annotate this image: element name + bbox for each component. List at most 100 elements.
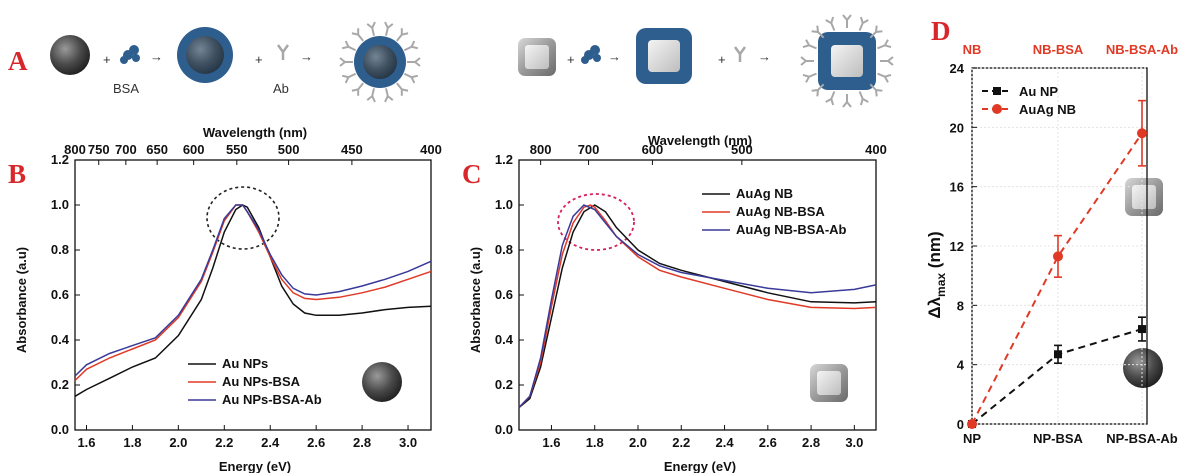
antibody-icon	[366, 88, 376, 103]
x-tick-label: 3.0	[399, 435, 417, 450]
top-axis-title: Wavelength (nm)	[648, 133, 752, 148]
data-point	[1054, 350, 1062, 359]
y-axis-title: Δλmax (nm)	[925, 231, 948, 318]
data-point	[1138, 325, 1146, 334]
x-tick-label: 2.0	[629, 435, 647, 450]
x-tick-label: 2.4	[716, 435, 735, 450]
legend-label: Au NPs	[222, 356, 268, 371]
series-line	[74, 204, 432, 377]
y-tick-label: 0.4	[495, 332, 514, 347]
antibody-icon	[403, 72, 418, 84]
legend-label: Au NPs-BSA-Ab	[222, 392, 322, 407]
antibody-icon	[276, 44, 290, 60]
antibody-icon	[342, 40, 357, 52]
data-point	[967, 419, 977, 429]
top-tick-label: 650	[146, 142, 168, 157]
x-tick-label: NP-BSA	[1033, 431, 1083, 446]
y-tick-label: 20	[950, 120, 964, 135]
panel-label-d: D	[931, 16, 951, 46]
chart-panel-c: C Wavelength (nm) Energy (eV) Absorbance…	[462, 133, 887, 473]
top-tick-label: 550	[226, 142, 248, 157]
legend-marker	[993, 87, 1001, 95]
y-tick-label: 1.0	[495, 197, 513, 212]
chart-panel-b: B Wavelength (nm) Energy (eV) Absorbance…	[8, 125, 442, 473]
series-line	[518, 204, 877, 409]
x-axis-title: Energy (eV)	[219, 459, 291, 473]
top-tick-label: 450	[341, 142, 363, 157]
top-tick-label: 400	[420, 142, 442, 157]
series-line	[74, 204, 432, 382]
panel-label-a: A	[8, 46, 28, 76]
y-tick-label: 1.2	[495, 152, 513, 167]
y-tick-label: 0.6	[495, 287, 513, 302]
x-tick-label: 1.6	[77, 435, 95, 450]
top-tick-label: 500	[731, 142, 753, 157]
au-nanoparticle-icon	[50, 35, 90, 75]
antibody-icon	[339, 57, 353, 67]
antibody-icon	[811, 25, 825, 39]
au-nanoparticle-icon	[362, 362, 402, 402]
top-tick-label: 700	[115, 142, 137, 157]
top-tick-label: NB-BSA	[1033, 42, 1084, 57]
top-tick-label: 800	[530, 142, 552, 157]
y-tick-label: 0.2	[51, 377, 69, 392]
y-tick-label: 0.6	[51, 287, 69, 302]
top-tick-label: 600	[642, 142, 664, 157]
antibody-icon	[842, 94, 852, 108]
y-tick-label: 0	[957, 417, 964, 432]
x-tick-label: 2.8	[353, 435, 371, 450]
antibody-icon	[811, 83, 825, 97]
top-tick-label: 750	[88, 142, 110, 157]
x-tick-label: 2.4	[261, 435, 280, 450]
x-tick-label: 2.6	[759, 435, 777, 450]
series-line	[74, 204, 432, 397]
x-tick-label: 1.8	[586, 435, 604, 450]
antibody-icon	[880, 56, 894, 66]
antibody-icon	[800, 56, 814, 66]
y-tick-label: 0.8	[51, 242, 69, 257]
x-tick-label: NP	[963, 431, 981, 446]
plus-sign: +	[103, 52, 111, 67]
bsa-protein-icon	[581, 45, 601, 64]
panel-label-b: B	[8, 159, 26, 189]
x-tick-label: 2.2	[215, 435, 233, 450]
antibody-icon	[825, 91, 836, 106]
top-tick-label: 800	[64, 142, 86, 157]
chart-panel-d: D Δλmax (nm) 0 4 8 12 16 20 24 NP NP-BSA NP-BSA-A…	[925, 16, 1178, 446]
antibody-icon	[396, 28, 409, 42]
antibody-icon	[802, 72, 817, 83]
legend-label: AuAg NB	[1019, 102, 1076, 117]
legend-label: AuAg NB-BSA	[736, 204, 825, 219]
auag-nanobox-icon	[518, 38, 556, 76]
scheme-panel: A + BSA → + Ab → + →	[8, 14, 894, 108]
series-line	[518, 204, 877, 409]
y-tick-label: 24	[950, 61, 965, 76]
x-tick-label: 2.0	[169, 435, 187, 450]
auag-nanobox-icon	[810, 364, 848, 402]
ab-label: Ab	[273, 81, 289, 96]
top-tick-label: 700	[578, 142, 600, 157]
antibody-icon	[825, 16, 836, 31]
y-tick-label: 4	[957, 358, 965, 373]
x-axis-title: Energy (eV)	[664, 459, 736, 473]
bsa-label: BSA	[113, 81, 139, 96]
top-tick-label: 400	[865, 142, 887, 157]
series-line	[518, 204, 877, 409]
legend-label: Au NP	[1019, 84, 1058, 99]
y-axis-title: Absorbance (a.u)	[468, 247, 483, 353]
x-tick-label: 2.8	[802, 435, 820, 450]
antibody-icon	[858, 91, 869, 106]
peak-highlight-circle	[557, 193, 635, 251]
antibody-icon	[351, 28, 364, 42]
arrow-icon: →	[300, 49, 313, 64]
antibody-icon	[877, 39, 892, 50]
bsa-coated-nanoparticle-icon	[177, 27, 233, 83]
x-tick-label: 1.8	[123, 435, 141, 450]
top-tick-label: 600	[183, 142, 205, 157]
legend-label: AuAg NB	[736, 186, 793, 201]
antibody-icon	[366, 21, 376, 36]
bsa-protein-icon	[120, 45, 140, 64]
y-tick-label: 12	[950, 239, 964, 254]
antibody-icon	[869, 83, 883, 97]
